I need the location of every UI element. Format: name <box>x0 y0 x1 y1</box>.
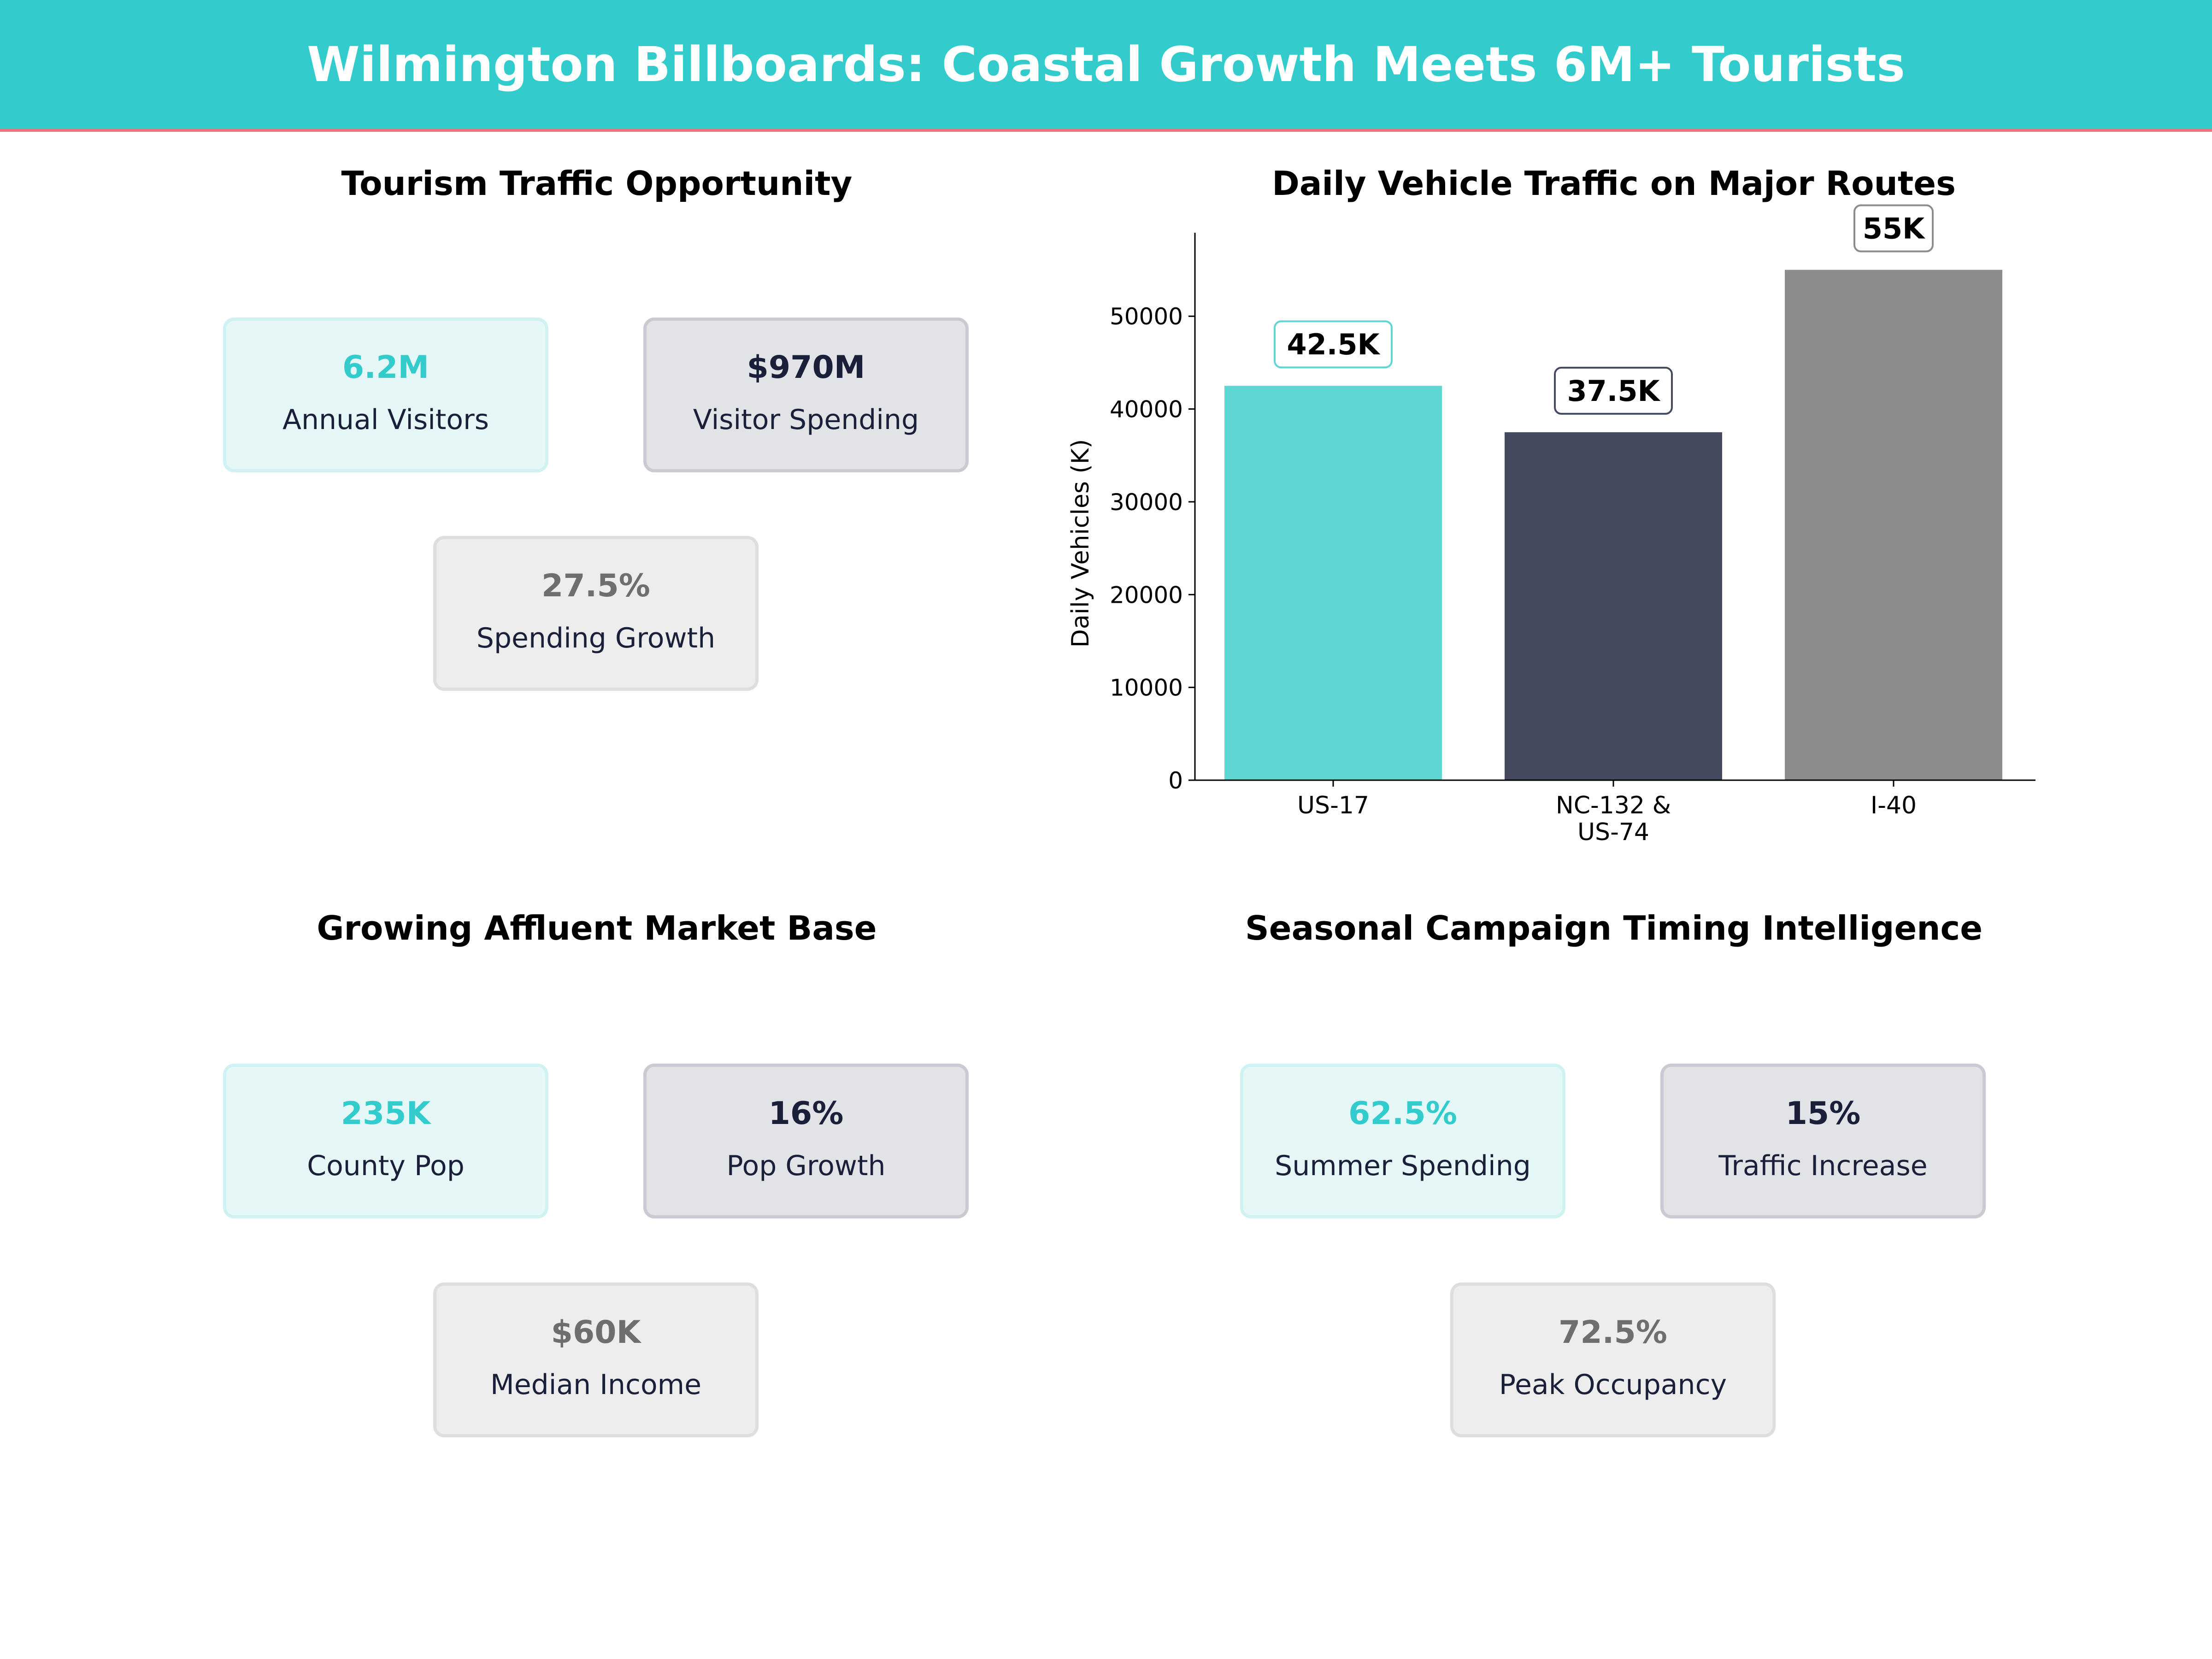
y-tick-label-2: 20000 <box>1110 582 1183 608</box>
kpi-label: Pop Growth <box>726 1150 886 1182</box>
kpi-value: 16% <box>768 1095 844 1132</box>
x-tick-label-0: US-17 <box>1297 792 1369 819</box>
kpi-value: 62.5% <box>1348 1095 1457 1132</box>
kpi-card-annual-visitors: 6.2M Annual Visitors <box>223 318 548 472</box>
tourism-panel-title: Tourism Traffic Opportunity <box>341 164 853 203</box>
data-label-box-1 <box>1554 366 1673 415</box>
kpi-value: $970M <box>747 349 865 386</box>
bar-2 <box>1785 270 2002 780</box>
y-tick-label-1: 10000 <box>1110 675 1183 701</box>
kpi-value: 15% <box>1785 1095 1861 1132</box>
kpi-label: Spending Growth <box>476 622 716 654</box>
kpi-card-peak-occupancy: 72.5% Peak Occupancy <box>1450 1282 1776 1437</box>
kpi-card-median-income: $60K Median Income <box>433 1282 759 1437</box>
x-tick-label-1: US-74 <box>1577 818 1649 846</box>
kpi-label: Median Income <box>490 1369 702 1401</box>
x-tick-label-2: I-40 <box>1871 792 1917 819</box>
kpi-value: 72.5% <box>1559 1314 1667 1351</box>
y-axis-label: Daily Vehicles (K) <box>1067 439 1094 647</box>
data-label-2: 55K <box>1863 212 1925 246</box>
page-title: Wilmington Billboards: Coastal Growth Me… <box>306 36 1906 93</box>
data-label-1: 37.5K <box>1567 374 1660 408</box>
y-tick-label-0: 0 <box>1168 767 1183 794</box>
kpi-label: Annual Visitors <box>282 404 489 436</box>
header-banner: Wilmington Billboards: Coastal Growth Me… <box>0 0 2212 132</box>
seasonal-panel-title: Seasonal Campaign Timing Intelligence <box>1245 909 1983 947</box>
kpi-value: $60K <box>551 1314 641 1351</box>
kpi-card-summer-spending: 62.5% Summer Spending <box>1240 1064 1565 1218</box>
y-tick-label-5: 50000 <box>1110 303 1183 330</box>
bar-1 <box>1505 432 1722 780</box>
kpi-label: Visitor Spending <box>693 404 919 436</box>
kpi-value: 27.5% <box>541 568 650 604</box>
kpi-card-spending-growth: 27.5% Spending Growth <box>433 536 759 691</box>
data-label-box-0 <box>1274 320 1393 369</box>
y-tick-label-3: 30000 <box>1110 489 1183 516</box>
kpi-value: 235K <box>341 1095 431 1132</box>
kpi-card-pop-growth: 16% Pop Growth <box>643 1064 969 1218</box>
y-tick-label-4: 40000 <box>1110 396 1183 423</box>
data-label-box-2 <box>1853 204 1934 253</box>
bar-0 <box>1224 386 1442 780</box>
kpi-value: 6.2M <box>342 349 429 386</box>
market-panel-title: Growing Affluent Market Base <box>317 909 877 947</box>
kpi-label: Traffic Increase <box>1718 1150 1928 1182</box>
chart-title: Daily Vehicle Traffic on Major Routes <box>1272 164 1956 203</box>
kpi-label: Peak Occupancy <box>1499 1369 1727 1401</box>
kpi-card-county-pop: 235K County Pop <box>223 1064 548 1218</box>
kpi-card-traffic-increase: 15% Traffic Increase <box>1660 1064 1986 1218</box>
kpi-card-visitor-spending: $970M Visitor Spending <box>643 318 969 472</box>
x-tick-label-1: NC-132 & <box>1556 792 1671 819</box>
data-label-0: 42.5K <box>1287 328 1380 361</box>
kpi-label: Summer Spending <box>1275 1150 1531 1182</box>
kpi-label: County Pop <box>307 1150 465 1182</box>
